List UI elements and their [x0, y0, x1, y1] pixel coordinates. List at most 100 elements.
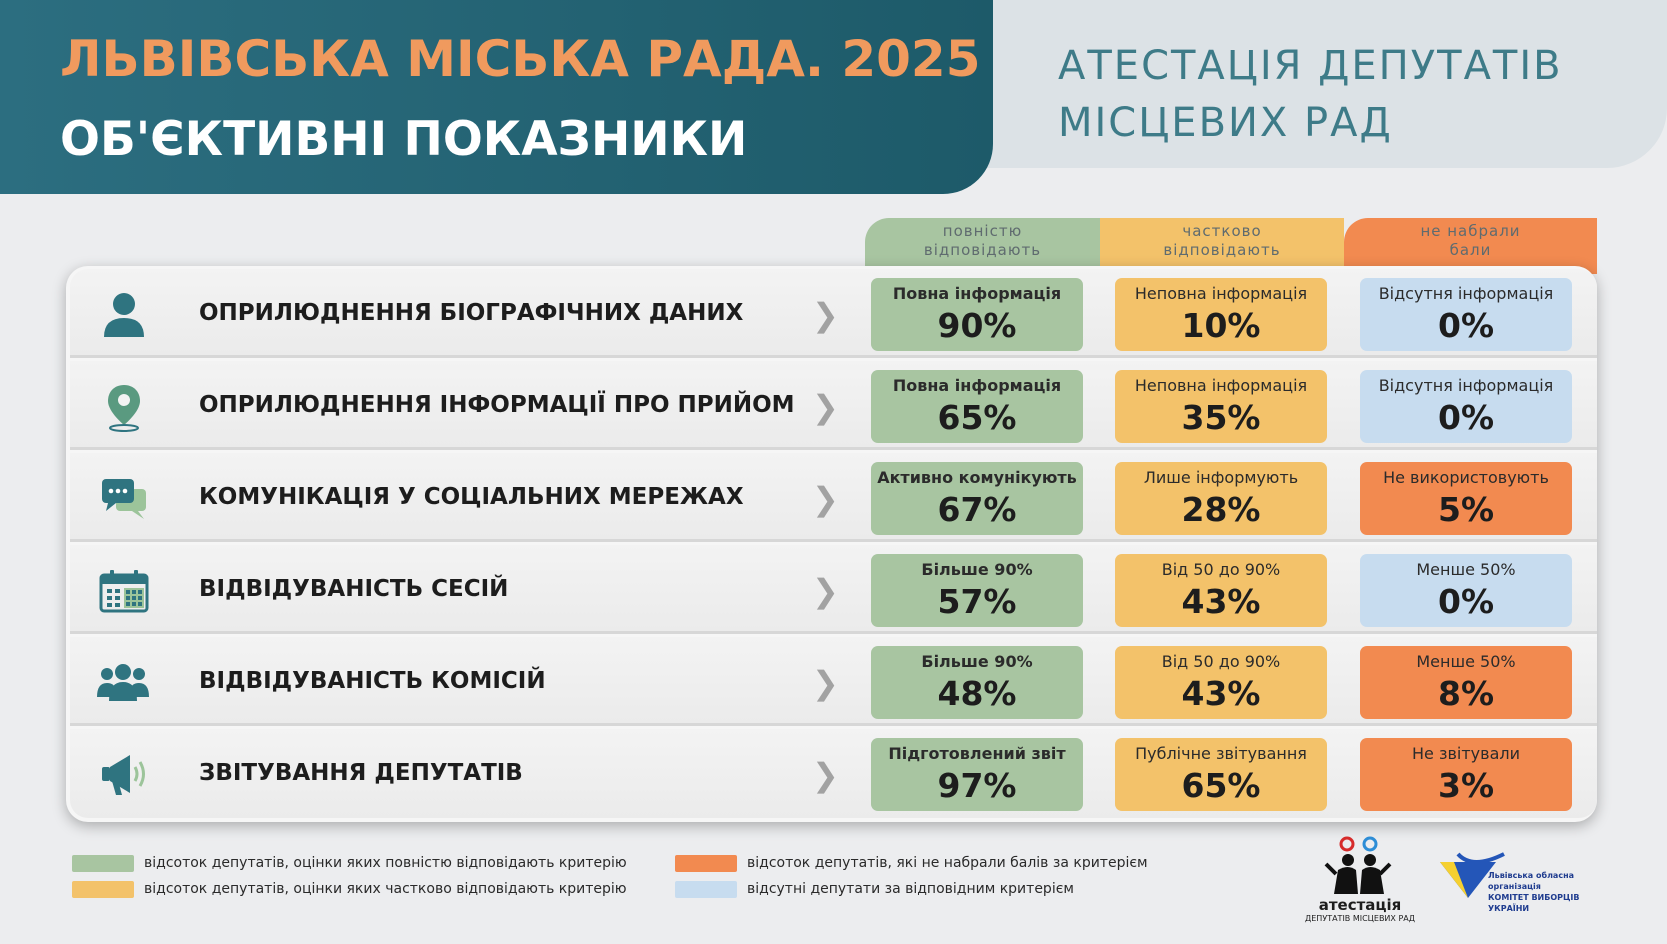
- cell-caption: Повна інформація: [892, 284, 1062, 303]
- cell-caption: Більше 90%: [921, 560, 1033, 579]
- atestatsiia-logo-subtitle: ДЕПУТАТІВ МІСЦЕВИХ РАД: [1305, 914, 1415, 923]
- cell-partial: Публічне звітування 65%: [1115, 738, 1327, 811]
- chevron-right-icon[interactable]: ❯: [812, 296, 839, 334]
- legend-item-none: відсоток депутатів, які не набрали балів…: [675, 854, 1148, 872]
- cell-caption: Від 50 до 90%: [1161, 560, 1281, 579]
- cell-value: 0%: [1437, 306, 1495, 345]
- legend-swatch: [72, 854, 134, 872]
- cell-value: 43%: [1181, 582, 1261, 621]
- cell-full: Більше 90% 48%: [871, 646, 1083, 719]
- page-title: ЛЬВІВСЬКА МІСЬКА РАДА. 2025: [60, 30, 981, 88]
- legend-text: відсоток депутатів, які не набрали балів…: [747, 855, 1148, 871]
- cell-none: Відсутня інформація 0%: [1360, 278, 1572, 351]
- legend-text: відсутні депутати за відповідним критері…: [747, 881, 1074, 897]
- chevron-right-icon[interactable]: ❯: [812, 664, 839, 702]
- cell-value: 57%: [937, 582, 1017, 621]
- user-icon: [104, 293, 144, 337]
- legend-item-partial: відсоток депутатів, оцінки яких частково…: [72, 880, 627, 898]
- indicator-row-social-media[interactable]: КОМУНІКАЦІЯ У СОЦІАЛЬНИХ МЕРЕЖАХ ❯ Актив…: [70, 453, 1597, 542]
- cell-full: Більше 90% 57%: [871, 554, 1083, 627]
- cell-partial: Неповна інформація 10%: [1115, 278, 1327, 351]
- column-header-none: не набрали бали: [1344, 218, 1597, 274]
- cell-none: Не використовують 5%: [1360, 462, 1572, 535]
- cell-value: 43%: [1181, 674, 1261, 713]
- atestatsiia-logo: [1324, 836, 1392, 894]
- indicator-row-reception[interactable]: ОПРИЛЮДНЕННЯ ІНФОРМАЦІЇ ПРО ПРИЙОМ ❯ Пов…: [70, 361, 1597, 450]
- cell-value: 65%: [937, 398, 1017, 437]
- cell-caption: Відсутня інформація: [1378, 376, 1554, 395]
- cell-caption: Не використовують: [1383, 468, 1549, 487]
- legend-text: відсоток депутатів, оцінки яких частково…: [144, 881, 627, 897]
- cell-value: 8%: [1437, 674, 1495, 713]
- chevron-right-icon[interactable]: ❯: [812, 756, 839, 794]
- indicator-row-sessions[interactable]: ВІДВІДУВАНІСТЬ СЕСІЙ ❯ Більше 90% 57% Від…: [70, 545, 1597, 634]
- cell-value: 3%: [1437, 766, 1495, 805]
- cell-caption: Повна інформація: [892, 376, 1062, 395]
- cell-partial: Від 50 до 90% 43%: [1115, 554, 1327, 627]
- cell-partial: Неповна інформація 35%: [1115, 370, 1327, 443]
- column-header-partial: частково відповідають: [1100, 218, 1344, 274]
- location-pin-icon: [108, 385, 140, 432]
- page-subtitle: ОБ'ЄКТИВНІ ПОКАЗНИКИ: [60, 112, 748, 167]
- cell-value: 10%: [1181, 306, 1261, 345]
- row-label: ВІДВІДУВАНІСТЬ СЕСІЙ: [199, 576, 509, 602]
- cell-caption: Підготовлений звіт: [888, 744, 1066, 763]
- cell-value: 5%: [1437, 490, 1495, 529]
- cell-value: 0%: [1437, 398, 1495, 437]
- legend-text: відсоток депутатів, оцінки яких повністю…: [144, 855, 627, 871]
- row-label: ОПРИЛЮДНЕННЯ БІОГРАФІЧНИХ ДАНИХ: [199, 300, 744, 326]
- chevron-right-icon[interactable]: ❯: [812, 480, 839, 518]
- cell-full: Активно комунікують 67%: [871, 462, 1083, 535]
- column-header-none-line2: бали: [1449, 241, 1492, 259]
- chevron-right-icon[interactable]: ❯: [812, 572, 839, 610]
- project-title-line2: МІСЦЕВИХ РАД: [1058, 100, 1393, 146]
- indicator-row-biography[interactable]: ОПРИЛЮДНЕННЯ БІОГРАФІЧНИХ ДАНИХ ❯ Повна …: [70, 269, 1597, 358]
- cell-full: Повна інформація 65%: [871, 370, 1083, 443]
- cell-full: Повна інформація 90%: [871, 278, 1083, 351]
- group-icon: [97, 664, 149, 701]
- legend-item-full: відсоток депутатів, оцінки яких повністю…: [72, 854, 627, 872]
- kvu-logo-line1: Львівська обласна організація: [1488, 871, 1574, 891]
- kvu-logo-text: Львівська обласна організація КОМІТЕТ ВИ…: [1488, 870, 1618, 914]
- cell-value: 48%: [937, 674, 1017, 713]
- project-title-line1: АТЕСТАЦІЯ ДЕПУТАТІВ: [1058, 43, 1563, 89]
- column-header-full-line2: відповідають: [923, 241, 1042, 259]
- indicator-row-reporting[interactable]: ЗВІТУВАННЯ ДЕПУТАТІВ ❯ Підготовлений зві…: [70, 729, 1597, 818]
- row-label: ЗВІТУВАННЯ ДЕПУТАТІВ: [199, 760, 523, 786]
- legend-swatch: [72, 880, 134, 898]
- cell-caption: Активно комунікують: [877, 468, 1077, 487]
- cell-value: 28%: [1181, 490, 1261, 529]
- cell-value: 0%: [1437, 582, 1495, 621]
- kvu-logo: [1440, 852, 1505, 898]
- indicator-row-commissions[interactable]: ВІДВІДУВАНІСТЬ КОМІСІЙ ❯ Більше 90% 48% В…: [70, 637, 1597, 726]
- cell-caption: Більше 90%: [921, 652, 1033, 671]
- legend-item-absent: відсутні депутати за відповідним критері…: [675, 880, 1074, 898]
- column-header-partial-line2: відповідають: [1163, 241, 1281, 259]
- kvu-logo-line2: КОМІТЕТ ВИБОРЦІВ УКРАЇНИ: [1488, 893, 1580, 913]
- chat-bubbles-icon: [102, 479, 146, 519]
- chevron-right-icon[interactable]: ❯: [812, 388, 839, 426]
- row-label: ОПРИЛЮДНЕННЯ ІНФОРМАЦІЇ ПРО ПРИЙОМ: [199, 392, 795, 418]
- cell-caption: Відсутня інформація: [1378, 284, 1554, 303]
- cell-full: Підготовлений звіт 97%: [871, 738, 1083, 811]
- row-label: ВІДВІДУВАНІСТЬ КОМІСІЙ: [199, 668, 546, 694]
- legend-swatch: [675, 880, 737, 898]
- cell-value: 67%: [937, 490, 1017, 529]
- column-header-full: повністю відповідають: [865, 218, 1100, 274]
- cell-caption: Публічне звітування: [1135, 744, 1307, 763]
- column-header-full-line1: повністю: [942, 222, 1023, 240]
- cell-none: Не звітували 3%: [1360, 738, 1572, 811]
- row-label: КОМУНІКАЦІЯ У СОЦІАЛЬНИХ МЕРЕЖАХ: [199, 484, 744, 510]
- legend-swatch: [675, 854, 737, 872]
- cell-caption: Не звітували: [1412, 744, 1520, 763]
- cell-caption: Менше 50%: [1416, 560, 1516, 579]
- calendar-icon: [99, 570, 149, 613]
- cell-none: Менше 50% 0%: [1360, 554, 1572, 627]
- atestatsiia-logo-name: атестація: [1318, 896, 1402, 914]
- header-left-panel: [0, 0, 993, 194]
- cell-partial: Лише інформують 28%: [1115, 462, 1327, 535]
- project-title: АТЕСТАЦІЯ ДЕПУТАТІВ МІСЦЕВИХ РАД: [1058, 38, 1563, 152]
- cell-caption: Менше 50%: [1416, 652, 1516, 671]
- cell-none: Відсутня інформація 0%: [1360, 370, 1572, 443]
- cell-none: Менше 50% 8%: [1360, 646, 1572, 719]
